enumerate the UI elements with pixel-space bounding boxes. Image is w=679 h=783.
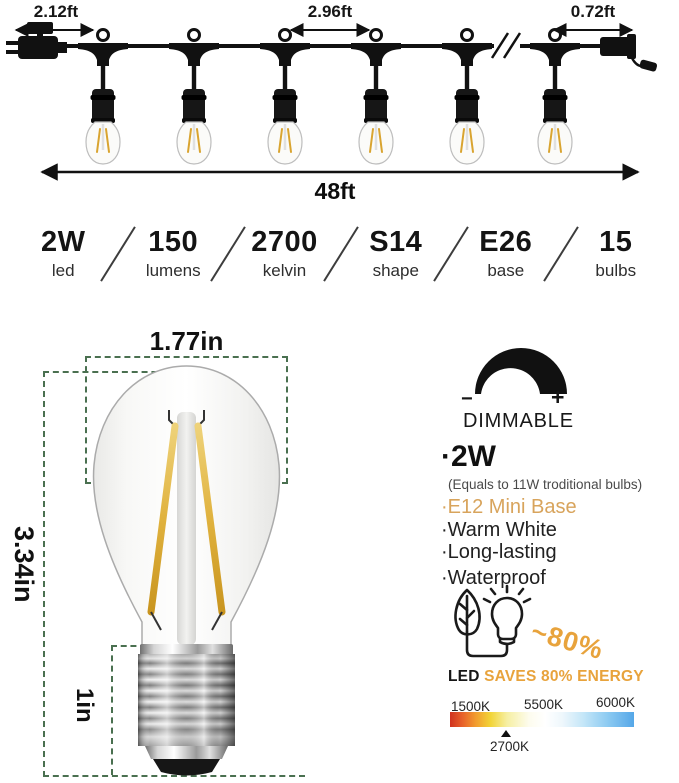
total-length-label: 48ft [314,178,356,204]
feature-list: ·E12 Mini Base ·Warm White ·Long-lasting… [441,496,577,589]
bulb-width-label: 1.77in [149,326,224,356]
spec-item-kelvin: 2700 kelvin [238,227,331,280]
leaf-bulb-icon [454,584,532,658]
socket-bulb-icon [349,28,403,166]
feature-item-warm-white: ·Warm White [441,518,557,541]
spec-value: E26 [479,226,533,259]
temp-tick-5500k: 5500K [524,697,564,712]
bulb-base-height-label: 1in [71,688,98,723]
base-dimension-line [111,645,113,775]
specs-row: 2W led 150 lumens 2700 kelvin S14 shape … [0,216,679,292]
bulb-diagram [92,365,281,776]
spec-item-lumens: 150 lumens [128,227,218,280]
filament-right [194,422,226,616]
socket-bulb-icon [528,28,582,166]
temp-tick-1500k: 1500K [451,699,491,714]
spec-unit: lumens [145,260,201,280]
dimmable-label: DIMMABLE [463,410,574,432]
feature-item-long-lasting: ·Long-lasting [441,541,557,563]
wattage-note: (Equals to 11W troditional bulbs) [448,477,643,492]
spec-unit: kelvin [262,260,307,280]
savings-line: LED SAVES 80% ENERGY [448,668,658,686]
height-dimension-line [43,371,45,777]
socket-bulb-icon [440,28,494,166]
savings-line-prefix: LED [448,668,480,685]
wire-break-icon [502,32,522,59]
base-tip [153,759,220,776]
temp-marker-label: 2700K [490,739,530,754]
spec-unit: bulbs [595,260,637,280]
temperature-gradient-bar [450,712,634,727]
spec-unit: shape [372,260,419,280]
dim-plus-label: + [551,384,565,410]
spec-item-wattage: 2W led [18,227,108,280]
spec-value: 2700 [251,226,318,259]
savings-line-rest: SAVES 80% ENERGY [479,668,644,685]
feature-item-e12-base: ·E12 Mini Base [441,496,577,518]
spec-value: 15 [599,226,633,259]
wattage-heading: ·2W [441,440,496,473]
bulb-stem [177,412,196,645]
feature-item-waterproof: ·Waterproof [441,566,546,589]
spec-value: S14 [369,226,423,259]
socket-bulb-icon [76,28,130,166]
filament-left [147,422,179,616]
spacing-label-right: 0.72ft [570,2,616,21]
spec-value: 2W [40,226,86,259]
temp-tick-6000k: 6000K [596,695,636,710]
plug-icon [6,22,67,59]
socket-bulb-icon [167,28,221,166]
spacing-label-left: 2.12ft [33,2,79,21]
wire-break-icon [490,32,510,59]
dim-minus-label: − [461,388,473,410]
spec-item-base: E26 base [461,227,551,280]
spec-value: 150 [148,226,199,259]
height-dimension-top [43,371,187,373]
spacing-label-mid: 2.96ft [307,2,353,21]
socket-bulb-icon [258,28,312,166]
spec-unit: base [487,260,525,280]
dimmer-arc-icon [475,348,567,394]
spec-item-shape: S14 shape [351,227,441,280]
end-connector-icon [600,34,658,72]
height-dimension-bottom [43,775,305,777]
string-lights-diagram [6,22,658,181]
marker-triangle-icon [501,730,511,737]
base-collar [140,644,233,656]
bulb-height-label: 3.34in [9,526,39,603]
spec-item-count: 15 bulbs [571,227,661,280]
spec-unit: led [51,260,75,280]
